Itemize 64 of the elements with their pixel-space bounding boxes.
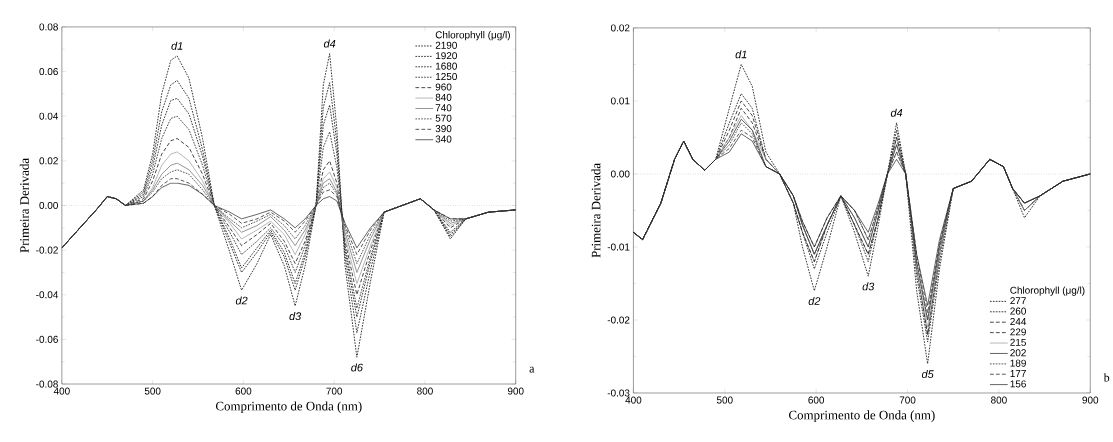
annotation: d3 xyxy=(289,312,302,321)
legend-label: 740 xyxy=(435,104,452,112)
y-tick-label: -0.02 xyxy=(607,316,630,324)
x-tick-label: 900 xyxy=(507,387,524,395)
y-tick-label: -0.01 xyxy=(607,243,630,251)
y-tick-label: 0.08 xyxy=(39,23,58,31)
text: a xyxy=(529,366,535,373)
legend-label: 156 xyxy=(1010,380,1026,388)
x-tick-label: 400 xyxy=(53,387,70,395)
annotation: d4 xyxy=(323,39,336,48)
annotation: d1 xyxy=(171,41,183,50)
y-tick-label: -0.06 xyxy=(36,335,58,343)
legend-label: 960 xyxy=(435,83,452,91)
legend-label: 202 xyxy=(1010,349,1026,357)
x-tick-label: 600 xyxy=(808,396,825,404)
legend-label: 840 xyxy=(435,93,452,101)
x-tick-label: 800 xyxy=(417,387,433,395)
y-tick-label: 0.06 xyxy=(39,68,58,76)
legend-label: 1250 xyxy=(436,73,457,81)
x-tick-label: 700 xyxy=(899,396,916,404)
y-tick-label: 0.00 xyxy=(39,202,58,210)
legend-title: Chlorophyll (μg/l) xyxy=(435,31,510,41)
legend-label: 1680 xyxy=(436,62,457,70)
x-tick-label: 800 xyxy=(991,396,1007,404)
y-tick-label: 0.04 xyxy=(39,112,59,120)
x-axis-title: Comprimento de Onda (nm) xyxy=(215,401,362,414)
annotation: d2 xyxy=(808,297,821,306)
y-tick-label: 0.01 xyxy=(610,97,630,105)
y-tick-label: -0.02 xyxy=(36,246,58,254)
x-tick-label: 600 xyxy=(235,387,252,395)
legend-label: 177 xyxy=(1010,370,1026,377)
x-tick-label: 400 xyxy=(625,396,642,404)
x-tick-label: 900 xyxy=(1082,396,1099,404)
x-tick-label: 500 xyxy=(144,387,161,395)
legend-label: 570 xyxy=(435,114,452,122)
y-tick-label: 0.00 xyxy=(610,170,630,178)
y-tick-label: -0.08 xyxy=(36,380,58,388)
y-tick-label: 0.02 xyxy=(610,24,630,32)
annotation: d6 xyxy=(351,363,363,372)
annotation: d4 xyxy=(890,108,903,117)
y-axis-title: Primeira Derivada xyxy=(19,158,29,253)
legend-label: 390 xyxy=(435,125,452,133)
y-axis-title: Primeira Derivada xyxy=(591,163,601,258)
y-tick-label: -0.03 xyxy=(607,389,630,397)
x-tick-label: 700 xyxy=(326,387,343,395)
y-tick-label: 0.02 xyxy=(39,157,58,165)
annotation: d3 xyxy=(862,282,875,291)
legend-label: 229 xyxy=(1010,328,1026,336)
legend-title: Chlorophyll (μg/l) xyxy=(1010,286,1085,296)
legend-label: 2190 xyxy=(435,41,457,49)
annotation: d5 xyxy=(921,370,934,379)
legend-label: 1920 xyxy=(436,52,457,60)
x-tick-label: 500 xyxy=(716,396,733,404)
x-axis-title: Comprimento de Onda (nm) xyxy=(789,410,935,423)
legend-label: 244 xyxy=(1010,318,1027,325)
annotation: d2 xyxy=(235,296,248,305)
legend-label: 189 xyxy=(1010,359,1026,367)
annotation: d1 xyxy=(735,50,747,59)
legend-label: 260 xyxy=(1010,307,1026,315)
legend-label: 215 xyxy=(1010,338,1026,346)
y-tick-label: -0.04 xyxy=(36,291,59,299)
legend-label: 277 xyxy=(1010,297,1026,305)
text: b xyxy=(1103,373,1110,382)
legend-label: 340 xyxy=(435,135,452,143)
